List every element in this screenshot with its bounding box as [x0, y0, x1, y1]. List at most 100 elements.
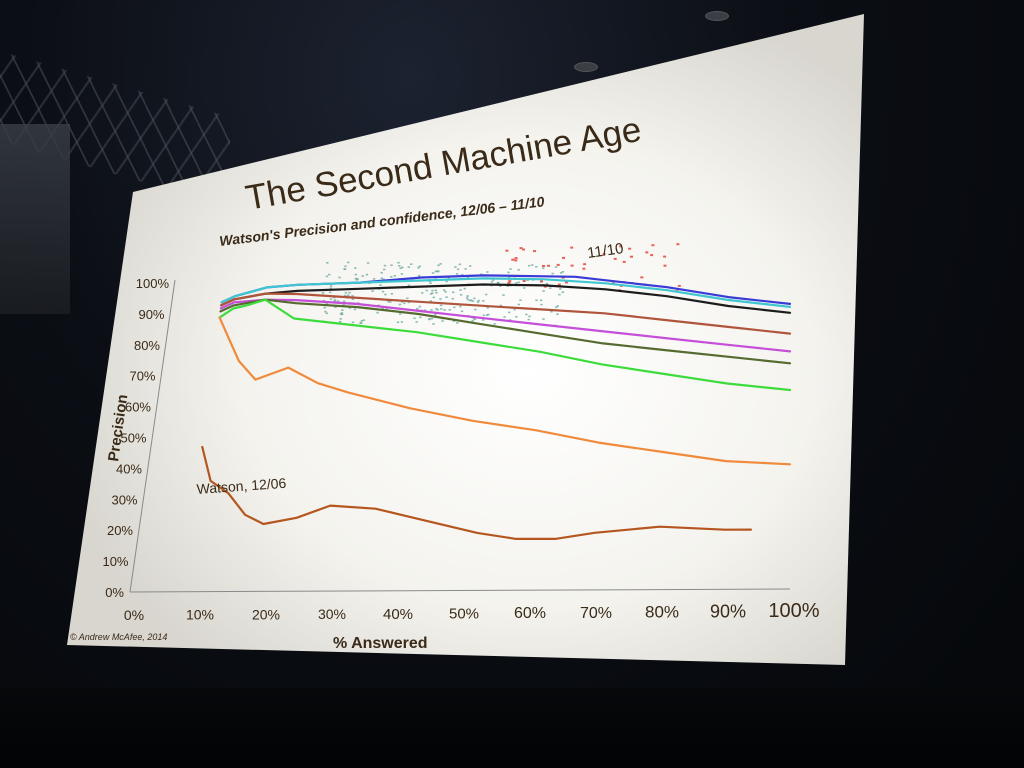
scatter-dot — [452, 320, 456, 322]
scatter-dot — [531, 264, 534, 266]
x-axis-ticks: 0% 10% 20% 30% 40% 50% 60% 70% 80% 90% 100% — [124, 600, 820, 623]
scatter-dot — [472, 317, 476, 320]
stage-floor — [0, 688, 1024, 768]
scatter-dot — [355, 279, 359, 281]
scatter-dot — [514, 282, 518, 284]
scatter-dot — [428, 280, 431, 283]
scatter-dot — [444, 291, 447, 293]
scatter-dot — [456, 268, 460, 271]
scatter-dot — [348, 307, 352, 309]
scatter-dot — [473, 297, 476, 300]
scatter-dot — [339, 313, 343, 315]
x-tick-label: 60% — [514, 605, 546, 622]
x-tick-label: 10% — [186, 607, 214, 623]
scatter-dot — [455, 273, 459, 275]
scatter-dot — [555, 306, 558, 309]
x-tick-label: 40% — [383, 606, 413, 623]
scatter-dot — [565, 281, 568, 284]
scatter-dot — [421, 292, 424, 294]
scatter-dot — [640, 276, 644, 279]
scatter-dot — [528, 315, 531, 318]
scatter-dot — [360, 320, 363, 322]
scatter-dot — [406, 297, 409, 300]
series-line — [220, 277, 792, 308]
ceiling-light-2 — [574, 62, 598, 72]
scatter-dot — [403, 302, 406, 305]
scatter-dot — [583, 263, 587, 266]
scatter-dot — [351, 298, 355, 300]
scatter-dot — [499, 304, 503, 307]
scatter-dot — [559, 272, 563, 274]
scatter-dot — [356, 278, 359, 280]
x-tick-label: 50% — [449, 606, 479, 623]
scatter-dot — [333, 300, 336, 303]
scatter-dot — [542, 265, 545, 267]
scatter-dot — [430, 309, 433, 311]
scatter-dot — [381, 290, 385, 293]
scatter-dot — [519, 299, 522, 301]
scatter-dot — [441, 320, 444, 322]
scatter-dot — [380, 277, 384, 280]
scatter-dot — [434, 313, 437, 316]
scatter-dot — [469, 265, 472, 267]
scatter-dot — [325, 303, 328, 305]
copyright-notice: © Andrew McAfee, 2014 — [70, 632, 167, 642]
y-tick-label: 60% — [125, 400, 151, 415]
scatter-dot — [613, 257, 617, 260]
scatter-dot — [413, 317, 416, 320]
y-tick-label: 80% — [134, 338, 160, 353]
scatter-dot — [379, 284, 382, 286]
scatter-dot — [447, 277, 450, 279]
scatter-dot — [323, 306, 326, 309]
scatter-dot — [435, 308, 438, 310]
scatter-dot — [562, 256, 565, 259]
scatter-dot — [398, 265, 401, 267]
scatter-dot — [429, 293, 433, 295]
scatter-dot — [545, 282, 549, 285]
scatter-dot — [384, 293, 387, 296]
scatter-dot — [415, 321, 418, 323]
scatter-dot — [479, 273, 483, 276]
scatter-dot — [342, 303, 345, 306]
scatter-dot — [496, 282, 500, 284]
scatter-dot — [383, 264, 387, 267]
scatter-dot — [558, 293, 561, 296]
x-tick-label: 70% — [580, 605, 612, 622]
scatter-dot — [663, 255, 667, 258]
scatter-dot — [341, 309, 344, 311]
scatter-dot — [517, 303, 520, 306]
scatter-dot — [445, 280, 448, 283]
scatter-dot — [459, 289, 462, 291]
ceiling-light-1 — [705, 11, 729, 21]
scatter-dot — [448, 309, 451, 311]
scatter-dot — [432, 323, 435, 325]
scatter-dot — [400, 301, 404, 303]
series-line — [218, 316, 792, 466]
scatter-dot — [493, 323, 496, 325]
scatter-dot — [399, 267, 402, 270]
scatter-dot — [582, 267, 586, 270]
y-tick-label: 70% — [129, 369, 155, 384]
scatter-dot — [351, 321, 355, 324]
scatter-dot — [522, 280, 526, 282]
scatter-dot — [476, 301, 480, 303]
scatter-dot — [366, 262, 370, 264]
scatter-dot — [400, 273, 404, 275]
scatter-dot — [663, 264, 667, 267]
scatter-dot — [503, 316, 506, 318]
scatter-dot — [602, 253, 606, 256]
scatter-dot — [460, 310, 464, 313]
x-tick-label: 20% — [252, 606, 280, 622]
scatter-dot — [440, 308, 443, 310]
scatter-dot — [469, 299, 472, 302]
scatter-dot — [322, 299, 326, 302]
scatter-dot — [570, 264, 574, 267]
scatter-dot — [454, 266, 457, 268]
scatter-dot — [628, 247, 632, 250]
scatter-dot — [340, 312, 344, 314]
scatter-dot — [329, 285, 333, 287]
scatter-dot — [397, 261, 400, 264]
x-axis-label: % Answered — [333, 635, 428, 652]
scatter-dot — [482, 319, 485, 321]
